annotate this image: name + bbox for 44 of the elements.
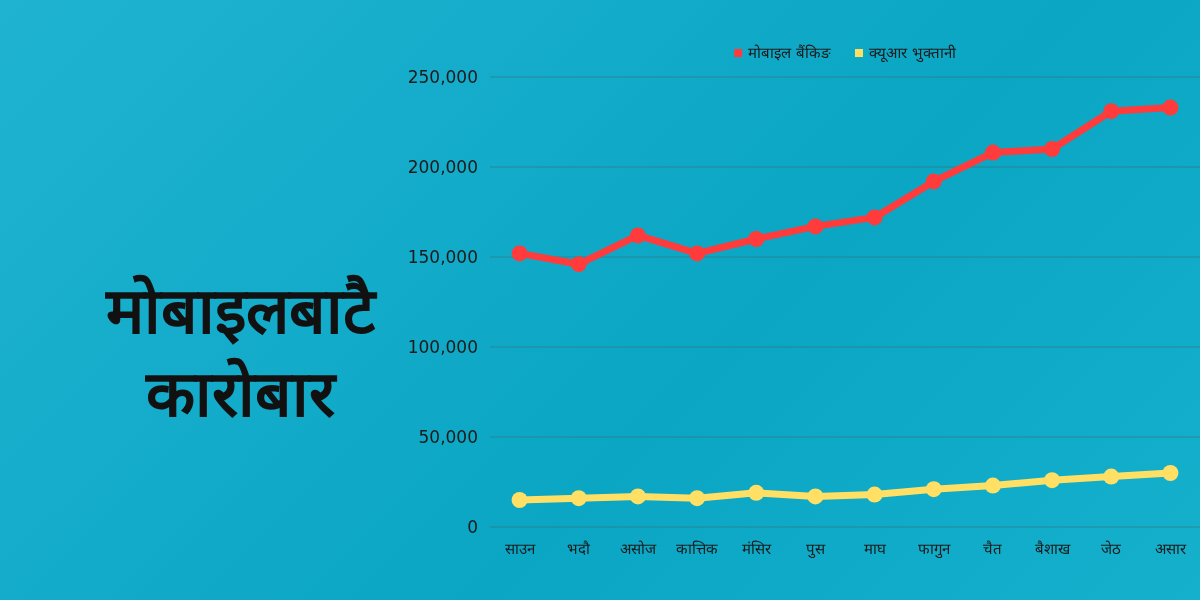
point	[1162, 99, 1179, 116]
point	[925, 173, 942, 190]
y-tick-label: 250,000	[407, 67, 478, 87]
point	[511, 492, 528, 508]
y-tick-label: 150,000	[407, 247, 478, 267]
x-tick-label: असार	[1154, 540, 1187, 558]
y-tick-label: 0	[467, 517, 478, 537]
point	[1103, 468, 1120, 485]
x-tick-label: मंसिर	[741, 540, 772, 558]
point	[984, 477, 1001, 494]
x-tick-label: जेठ	[1101, 540, 1122, 558]
point	[511, 245, 528, 262]
x-tick-label: चैत	[983, 540, 1003, 558]
point	[748, 484, 765, 501]
point	[629, 488, 646, 505]
point	[570, 490, 587, 507]
point	[984, 144, 1001, 161]
y-tick-label: 50,000	[418, 427, 478, 447]
point	[1103, 103, 1120, 120]
y-tick-label: 100,000	[407, 337, 478, 357]
point	[925, 481, 942, 498]
point	[866, 209, 883, 226]
x-tick-label: माघ	[863, 540, 887, 558]
point	[570, 256, 587, 273]
x-tick-label: पुस	[805, 540, 826, 559]
x-tick-label: साउन	[504, 540, 536, 558]
legend-label: मोबाइल बैंकिङ	[748, 44, 831, 62]
point	[1044, 141, 1061, 157]
point	[629, 227, 646, 244]
y-tick-label: 200,000	[407, 157, 478, 177]
point	[866, 486, 883, 503]
point	[1044, 472, 1061, 489]
point	[689, 245, 706, 262]
x-tick-label: भदौ	[567, 540, 592, 558]
x-tick-label: फागुन	[917, 540, 951, 559]
point	[689, 490, 706, 507]
legend-label: क्यूआर भुक्तानी	[869, 44, 957, 63]
point	[807, 218, 824, 235]
point	[748, 231, 765, 247]
x-tick-label: कात्तिक	[676, 540, 719, 558]
point	[1162, 465, 1179, 481]
x-tick-label: असोज	[619, 540, 657, 558]
point	[807, 488, 824, 505]
x-tick-label: बैशाख	[1034, 540, 1071, 558]
